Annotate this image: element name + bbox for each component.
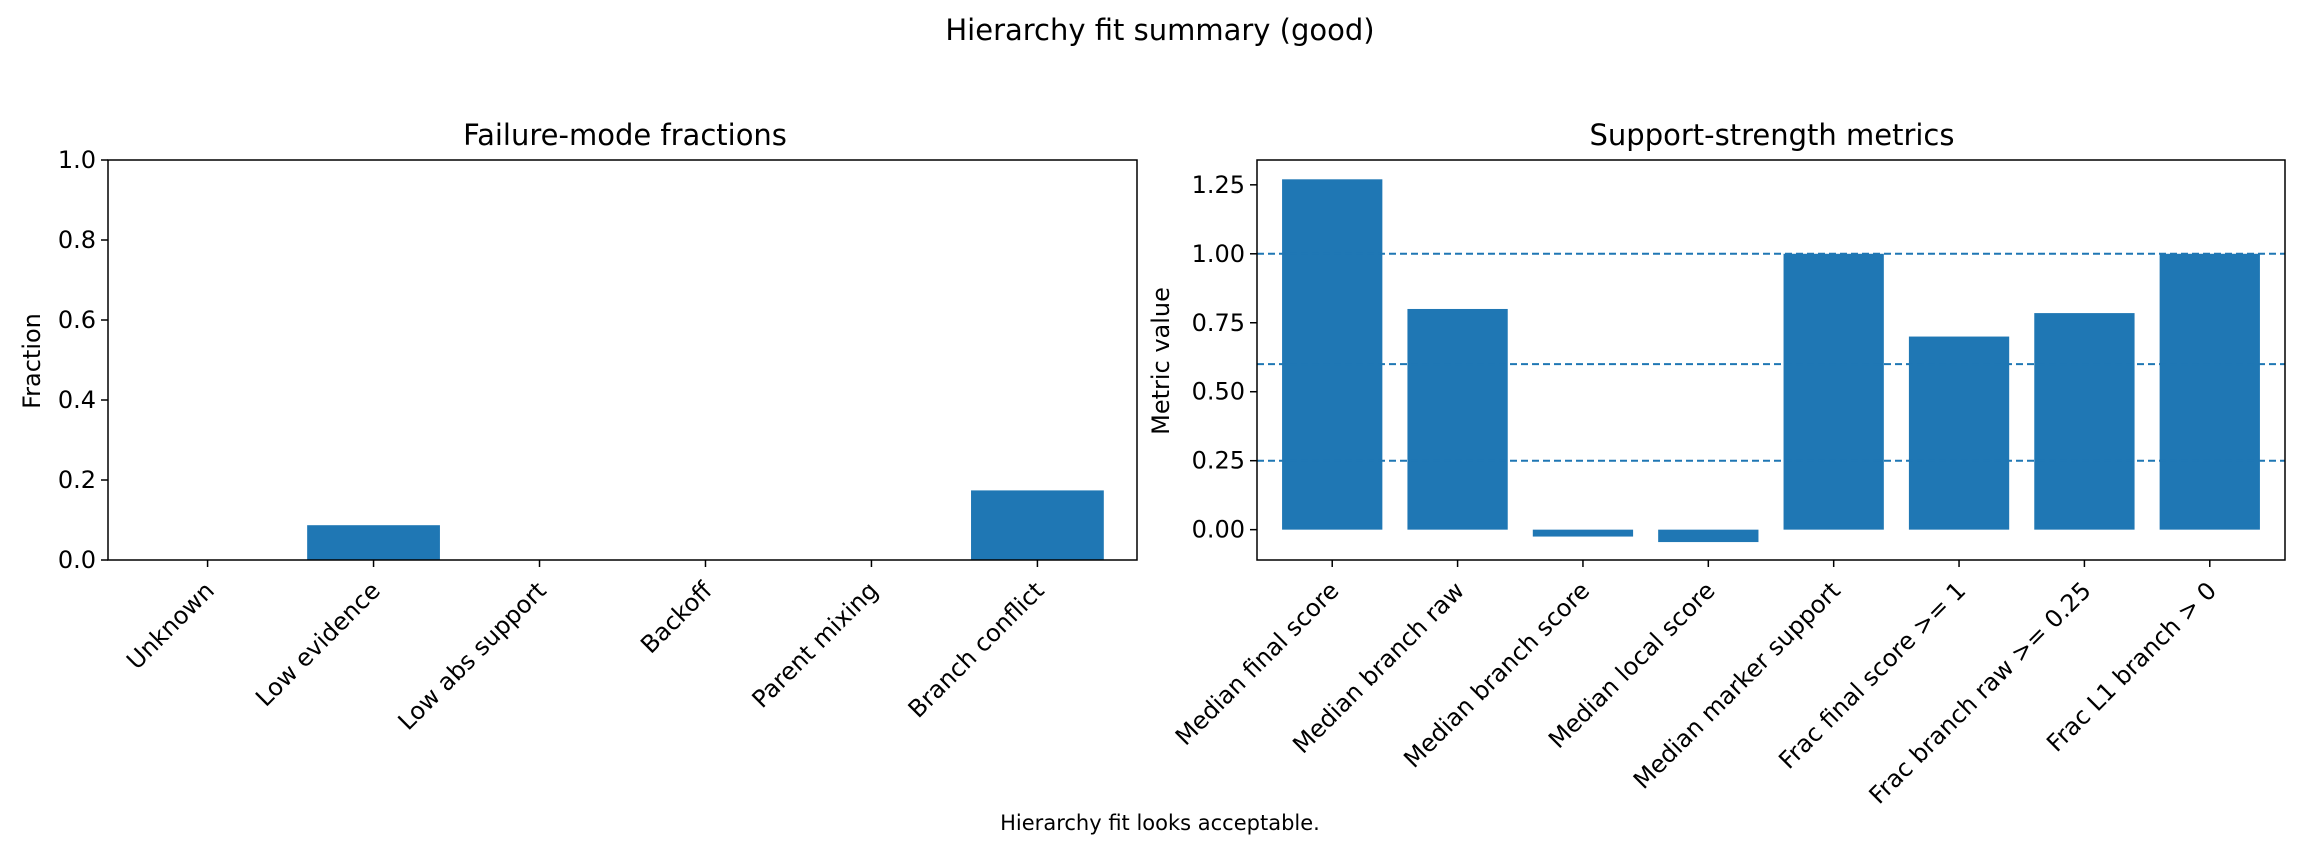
support-metric-ytick-label: 0.75 <box>1192 309 1245 337</box>
failure-mode-xtick-label: Backoff <box>635 576 718 659</box>
panel-title-failure-modes: Failure-mode fractions <box>463 118 787 152</box>
support-metric-bar-median-branch-score <box>1532 529 1634 537</box>
support-metric-ytick-label: 0.00 <box>1192 516 1245 544</box>
support-metric-axes-frame <box>1256 159 2286 561</box>
support-metric-xtick-label: Frac branch raw >= 0.25 <box>1864 576 2097 809</box>
failure-mode-xtick-label: Low evidence <box>250 576 386 712</box>
failure-mode-bar-branch-conflict <box>971 490 1104 560</box>
support-metric-xtick-label: Median marker support <box>1628 576 1846 794</box>
failure-mode-fractions-panel: Failure-mode fractions Fraction 0.00.20.… <box>18 118 1138 736</box>
failure-mode-xtick-label: Low abs support <box>393 576 552 735</box>
failure-mode-ytick-label: 1.0 <box>58 146 96 174</box>
support-metric-ytick-label: 1.00 <box>1192 240 1245 268</box>
y-axis-label-support-strength: Metric value <box>1147 287 1175 435</box>
failure-mode-ytick-label: 0.0 <box>58 546 96 574</box>
support-metric-bar-median-branch-raw <box>1407 308 1508 530</box>
failure-mode-xtick-label: Unknown <box>121 576 220 675</box>
figure-title: Hierarchy fit summary (good) <box>945 13 1374 47</box>
support-metric-bar-median-marker-support <box>1783 253 1884 530</box>
failure-mode-xtick-label: Branch conflict <box>903 576 1050 723</box>
failure-mode-xtick-label: Parent mixing <box>747 576 884 713</box>
support-metric-ytick-label: 0.50 <box>1192 378 1245 406</box>
failure-mode-ytick-label: 0.2 <box>58 466 96 494</box>
support-metric-bar-frac-l1-branch-0 <box>2159 253 2260 530</box>
support-metric-ytick-label: 1.25 <box>1192 171 1245 199</box>
failure-mode-ytick-label: 0.6 <box>58 306 96 334</box>
figure-footnote: Hierarchy fit looks acceptable. <box>1000 811 1320 835</box>
panel-title-support-strength: Support-strength metrics <box>1590 118 1955 152</box>
support-metric-bar-median-final-score <box>1282 179 1383 530</box>
support-metric-ytick-label: 0.25 <box>1192 447 1245 475</box>
support-strength-panel: Support-strength metrics Metric value 0.… <box>1147 118 2286 810</box>
failure-mode-ytick-label: 0.4 <box>58 386 96 414</box>
support-metric-bar-median-local-score <box>1658 529 1759 543</box>
plot-area-failure-modes: 0.0 0.2 0.4 0.6 0.8 1.0 Unknown Low evidence Low… <box>58 146 1138 736</box>
failure-mode-axes-frame <box>107 159 1138 561</box>
y-axis-label-failure-modes: Fraction <box>18 313 46 409</box>
failure-mode-ytick-label: 0.8 <box>58 226 96 254</box>
support-metric-bar-frac-final-score-1 <box>1908 336 2010 530</box>
failure-mode-bar-low-evidence <box>307 525 440 560</box>
support-metric-bar-frac-branch-raw-0-25 <box>2034 313 2135 530</box>
